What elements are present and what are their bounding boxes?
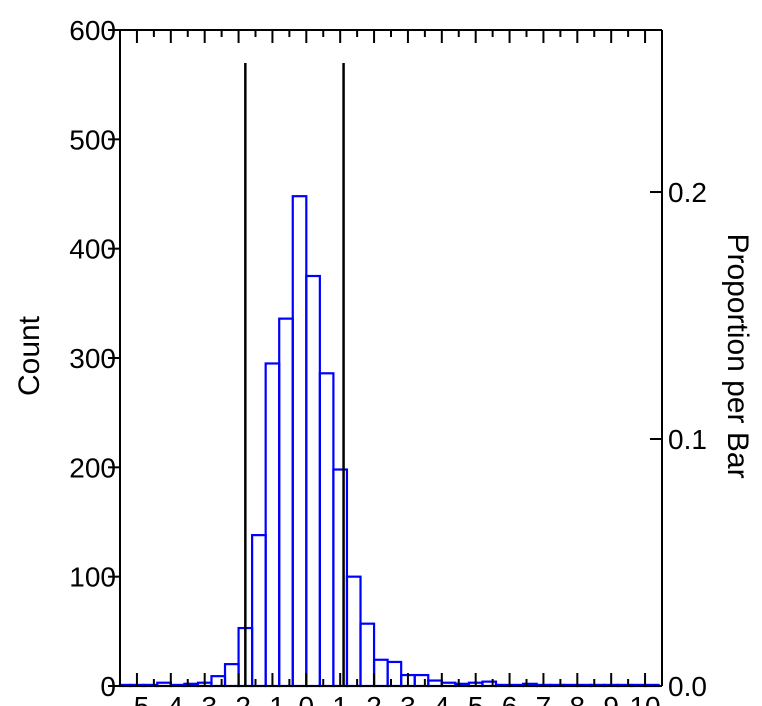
histogram-bar	[278, 317, 294, 688]
histogram-bar	[210, 675, 227, 688]
x-tick-label: 8	[570, 691, 586, 706]
x-tick-label: 0	[299, 691, 315, 706]
y-tick-label: 300	[69, 343, 116, 374]
bars-group	[118, 195, 660, 688]
histogram-bar	[386, 660, 403, 688]
y-tick-label: 200	[69, 452, 116, 483]
histogram-bar	[345, 575, 362, 688]
ticks-group	[108, 29, 662, 687]
y-tick-label: 100	[69, 562, 116, 593]
axes-group	[119, 29, 663, 687]
y2-tick-label: 0.0	[668, 671, 707, 702]
x-tick-label: 5	[468, 691, 484, 706]
y2-axis-title: Proportion per Bar	[721, 233, 754, 478]
x-tick-label: -1	[260, 691, 285, 706]
histogram-bar	[251, 534, 267, 688]
x-tick-label: 9	[603, 691, 619, 706]
x-tick-label: -4	[158, 691, 183, 706]
x-tick-label: 6	[502, 691, 518, 706]
tick-labels-group: 0 100 200 300 400 500 600 0.0 0.1 0.2 -5 -4 -3 -2 -1 0 1…	[69, 15, 707, 706]
y-axis-title: Count	[13, 315, 46, 396]
histogram-bar	[318, 372, 335, 688]
x-tick-label: 4	[434, 691, 450, 706]
x-tick-label: -2	[226, 691, 251, 706]
histogram-bar	[305, 274, 321, 688]
x-tick-label: 7	[536, 691, 552, 706]
histogram-bar	[291, 195, 308, 688]
histogram-bar	[413, 673, 430, 688]
x-tick-label: 2	[366, 691, 382, 706]
y2-tick-label: 0.2	[668, 177, 707, 208]
histogram-bar	[264, 362, 281, 688]
y-tick-label: 0	[100, 671, 116, 702]
histogram-bar	[332, 468, 349, 688]
histogram-bar	[223, 663, 240, 688]
histogram-bar	[359, 622, 376, 688]
x-tick-label: 3	[400, 691, 416, 706]
histogram-bar	[372, 658, 389, 688]
x-tick-label: 10	[629, 691, 660, 706]
y2-tick-label: 0.1	[668, 424, 707, 455]
y-tick-label: 500	[69, 124, 116, 155]
reference-lines-group	[244, 63, 345, 686]
y-tick-label: 400	[69, 234, 116, 265]
x-tick-label: -3	[192, 691, 217, 706]
x-tick-label: -5	[124, 691, 149, 706]
y-tick-label: 600	[69, 15, 116, 46]
x-tick-label: 1	[332, 691, 348, 706]
